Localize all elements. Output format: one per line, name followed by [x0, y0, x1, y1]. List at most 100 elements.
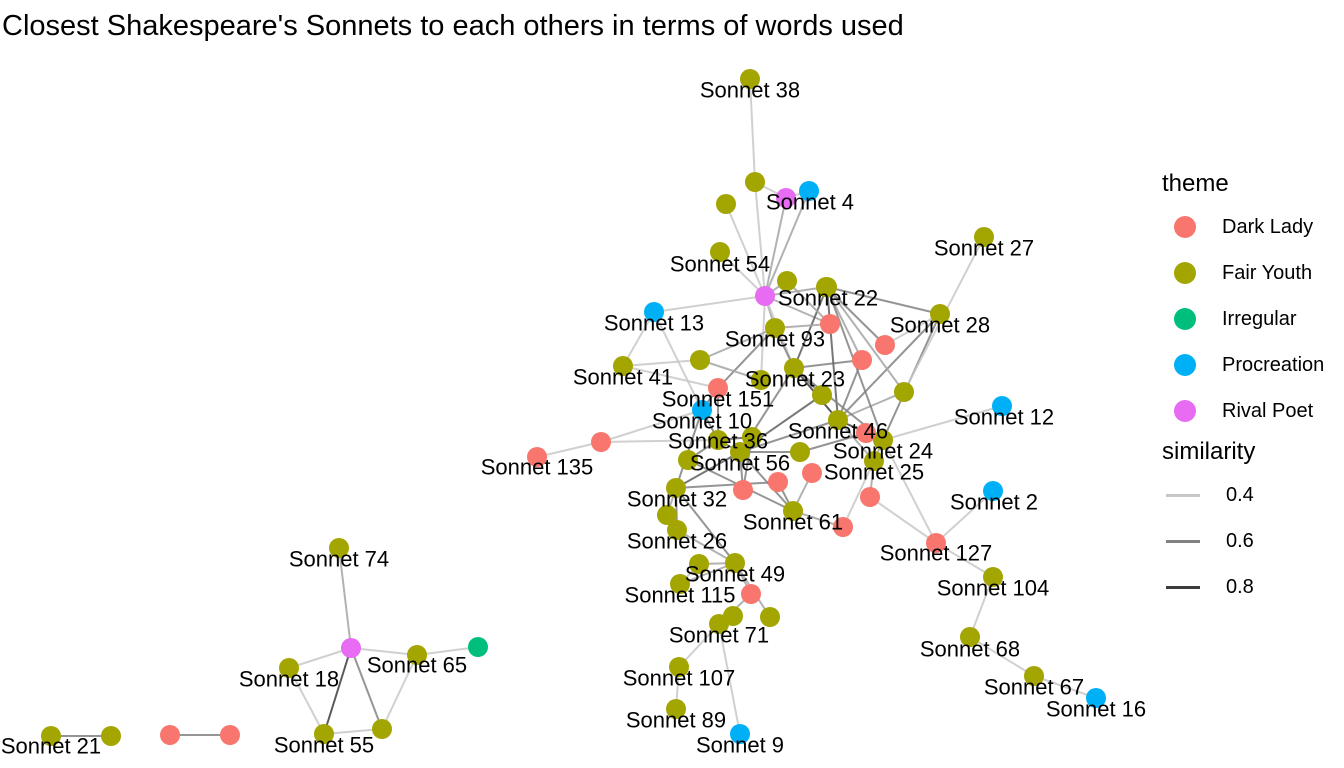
node-u18: [860, 487, 880, 507]
node-n115: [670, 574, 690, 594]
node-n27: [974, 227, 994, 247]
node-u2: [776, 188, 796, 208]
node-label-n74: Sonnet 74: [289, 547, 389, 572]
edge-u11-n36: [600, 439, 719, 443]
edge-n24-n127: [882, 439, 937, 544]
edge-n46-n56: [739, 419, 839, 453]
node-u6: [816, 277, 836, 297]
edge-n38-u1: [749, 78, 756, 183]
node-n9: [730, 724, 750, 744]
node-n23: [784, 358, 804, 378]
node-u11: [591, 432, 611, 452]
node-n10: [692, 400, 712, 420]
node-u28: [101, 726, 121, 746]
legend-theme-item: Procreation: [1162, 342, 1344, 388]
node-label-n25: Sonnet 25: [824, 460, 924, 485]
edge-u10-u19: [699, 359, 762, 381]
edge-n56-n61: [739, 451, 794, 512]
legend-theme-label: Procreation: [1222, 353, 1325, 376]
node-label-n151: Sonnet 151: [662, 387, 775, 412]
edge-n24-n12: [882, 405, 1003, 441]
legend-similarity-label: 0.6: [1226, 529, 1254, 552]
edge-n32-u22: [675, 481, 779, 489]
edge-u9-n28: [884, 313, 941, 346]
legend-theme-item: Dark Lady: [1162, 204, 1344, 250]
node-u15: [790, 442, 810, 462]
edge-n135-u11: [536, 441, 602, 458]
node-label-n89: Sonnet 89: [626, 708, 726, 733]
edge-u14-u15: [799, 432, 867, 453]
node-u31: [341, 638, 361, 658]
network-nodes: [41, 69, 1106, 746]
legend-theme-swatch: [1174, 308, 1196, 330]
edge-n104-n68: [969, 576, 994, 638]
node-n12: [992, 396, 1012, 416]
edge-n68-n67: [969, 636, 1035, 677]
node-n55: [314, 724, 334, 744]
edge-u5-u7: [786, 280, 831, 325]
node-u23: [733, 480, 753, 500]
node-label-n104: Sonnet 104: [937, 576, 1050, 601]
legend-theme-item: Fair Youth: [1162, 250, 1344, 296]
node-n89: [666, 699, 686, 719]
node-n46: [828, 410, 848, 430]
edge-n13-n41: [622, 311, 655, 367]
legend-theme-label: Fair Youth: [1222, 261, 1313, 284]
edge-u1-u4: [754, 181, 766, 297]
node-n26: [667, 520, 687, 540]
node-label-n49: Sonnet 49: [685, 562, 785, 587]
node-label-n107: Sonnet 107: [623, 666, 736, 691]
edge-n74-u31: [338, 547, 352, 649]
node-n41: [613, 356, 633, 376]
node-n28: [930, 304, 950, 324]
edge-u10-n41: [622, 359, 701, 367]
edge-n22-n23: [793, 286, 828, 369]
edge-n54-u4: [719, 251, 766, 297]
network-chart: Sonnet 38 Sonnet 4 Sonnet 54 Sonnet 22 Sonne…: [1, 69, 1146, 759]
node-n18: [279, 658, 299, 678]
node-label-n38: Sonnet 38: [700, 78, 800, 103]
edge-u3-u4: [725, 203, 766, 297]
node-label-n55: Sonnet 55: [274, 733, 374, 758]
node-n61: [783, 501, 803, 521]
edge-n28-n22: [826, 286, 941, 315]
node-n65: [407, 645, 427, 665]
node-u13: [812, 385, 832, 405]
node-u3: [716, 194, 736, 214]
legend-theme-swatch: [1174, 262, 1196, 284]
node-label-n26: Sonnet 26: [627, 529, 727, 554]
edge-n32-n49: [675, 487, 736, 564]
node-label-n28: Sonnet 28: [890, 313, 990, 338]
node-u29: [723, 606, 743, 626]
edge-n25-u20: [842, 460, 875, 528]
node-n127: [926, 533, 946, 553]
node-n104: [983, 567, 1003, 587]
legend-similarity-label: 0.4: [1226, 483, 1254, 506]
node-label-n10: Sonnet 10: [652, 409, 752, 434]
legend-similarity-item: 0.8: [1162, 564, 1344, 610]
node-u32: [468, 637, 488, 657]
edge-n26-n49: [676, 529, 736, 564]
node-n107: [669, 657, 689, 677]
node-u34: [220, 725, 240, 745]
node-u7: [820, 314, 840, 334]
edge-n41-n151: [622, 365, 719, 389]
edge-u4-u19: [760, 295, 766, 381]
node-u8: [852, 350, 872, 370]
legend-theme-item: Rival Poet: [1162, 388, 1344, 434]
node-label-n56: Sonnet 56: [690, 451, 790, 476]
node-label-n61: Sonnet 61: [743, 510, 843, 535]
node-u26: [741, 584, 761, 604]
edge-u6-u9: [825, 286, 886, 346]
edge-u31-n18: [288, 647, 352, 669]
edge-u31-n55: [323, 647, 352, 735]
node-u22: [768, 472, 788, 492]
node-u14: [856, 423, 876, 443]
node-label-n4: Sonnet 4: [766, 190, 854, 215]
edge-n71-n9: [718, 623, 741, 735]
node-label-n54: Sonnet 54: [670, 252, 770, 277]
node-label-n22: Sonnet 22: [778, 286, 878, 311]
node-label-n2: Sonnet 2: [950, 490, 1038, 515]
edge-n10-n32: [675, 409, 703, 489]
edge-n65-u30: [381, 654, 418, 730]
